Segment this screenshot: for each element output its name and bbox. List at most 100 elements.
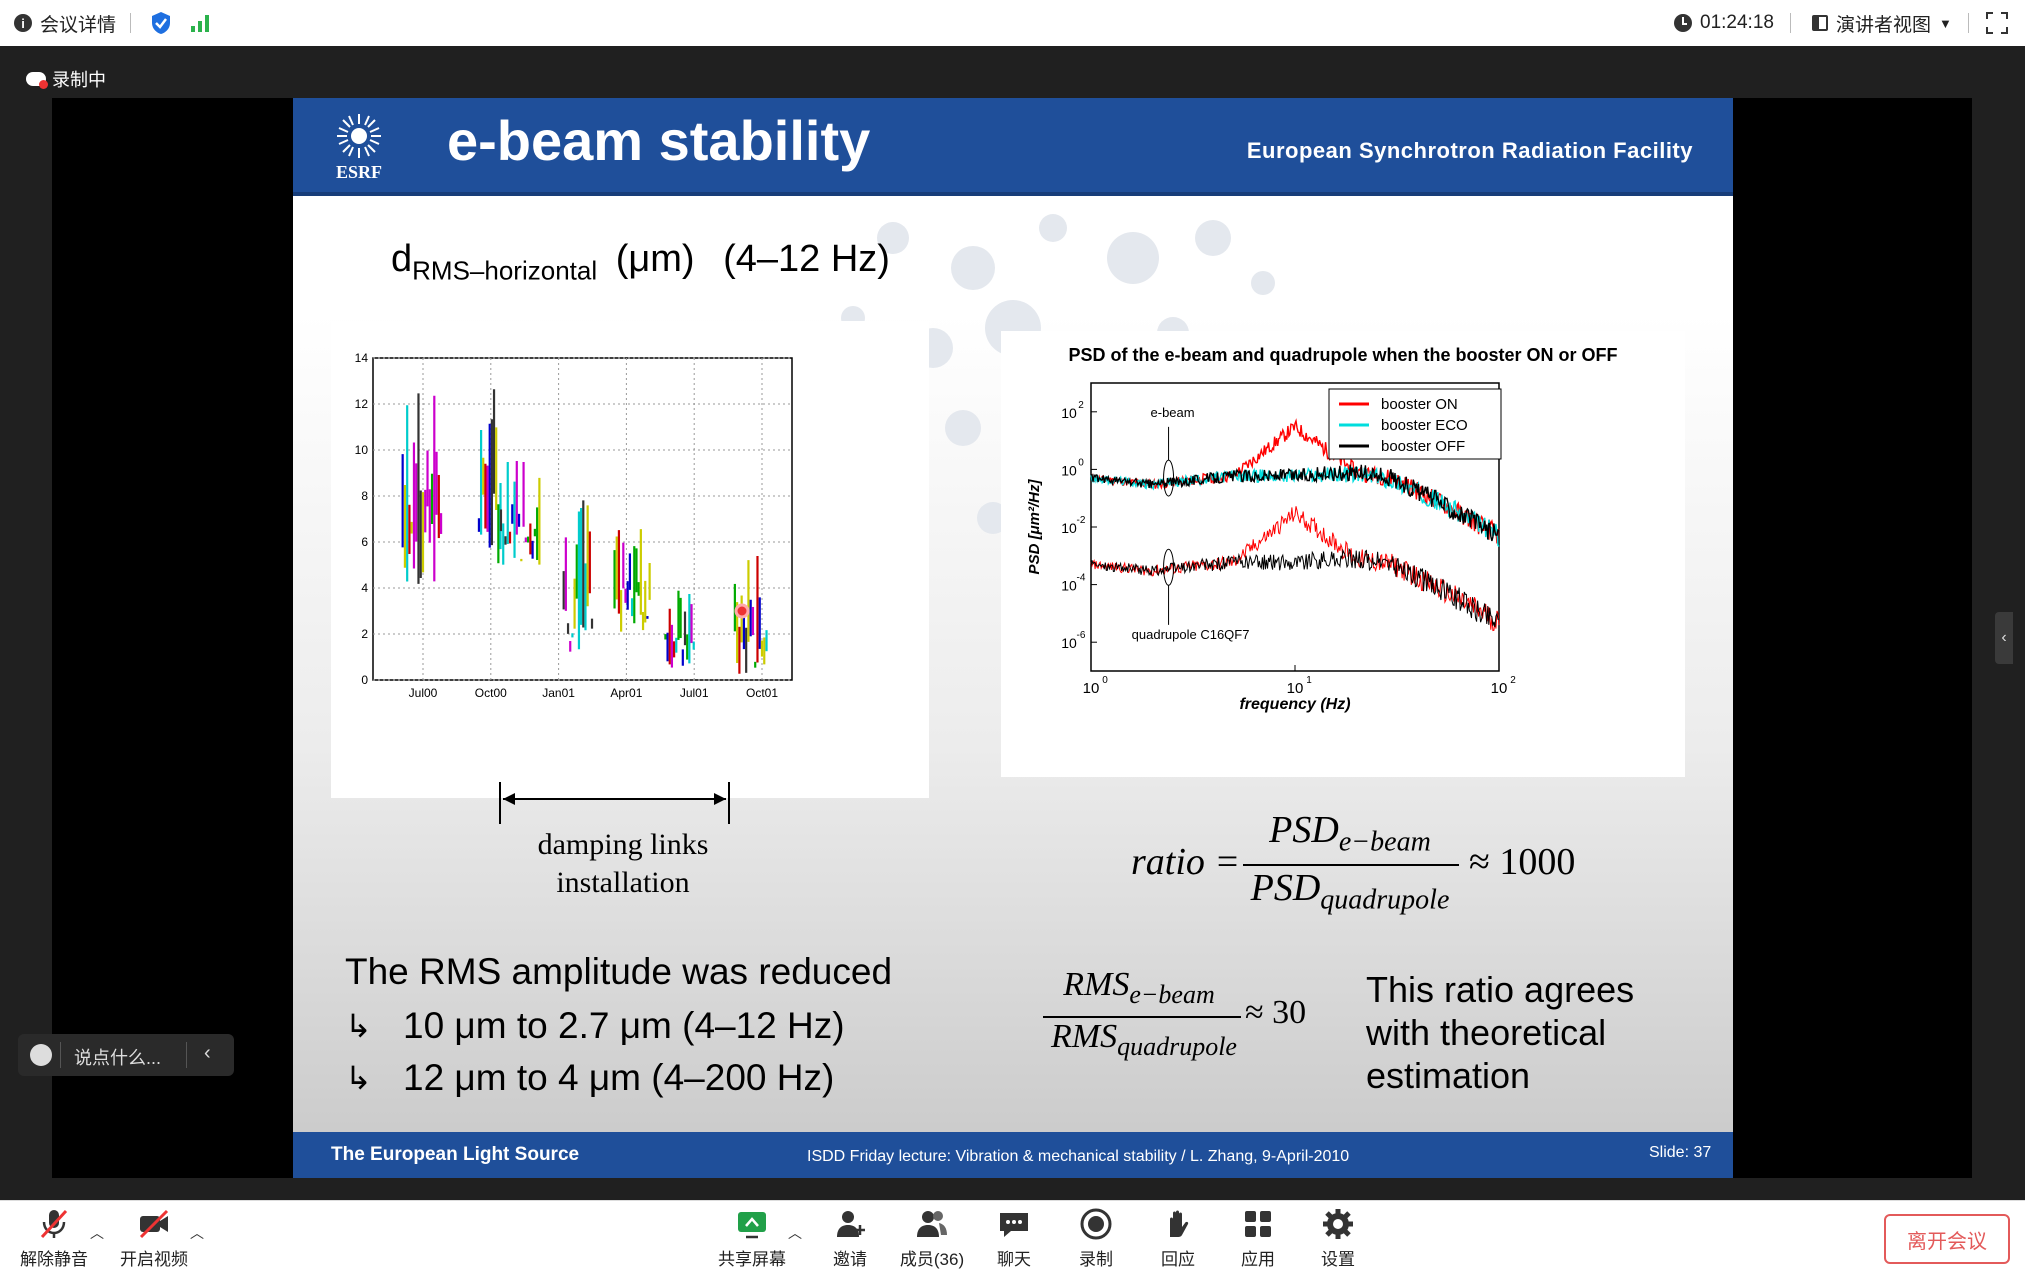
start-video-button[interactable]: 开启视频: [114, 1207, 194, 1270]
timer-text: 01:24:18: [1700, 12, 1774, 33]
record-label: 录制: [1079, 1250, 1113, 1269]
members-label: 成员(36): [899, 1250, 965, 1269]
fraction-bar: [1043, 1016, 1241, 1018]
ratio-lhs: ratio =: [1131, 841, 1241, 883]
members-button[interactable]: 成员(36): [892, 1207, 972, 1270]
footer-left: The European Light Source: [331, 1144, 580, 1165]
add-user-icon: [837, 1211, 865, 1237]
side-panel-toggle[interactable]: ‹: [1995, 612, 2013, 664]
x-tick-exponent: 2: [1510, 675, 1516, 686]
collapse-left-icon[interactable]: ‹: [204, 1042, 211, 1064]
chat-icon: [1000, 1213, 1028, 1237]
signal-icon[interactable]: [190, 0, 212, 46]
meeting-details-button[interactable]: i 会议详情: [14, 0, 116, 46]
fullscreen-icon[interactable]: [1986, 0, 2008, 46]
layout-icon: [1812, 15, 1828, 31]
leave-meeting-button[interactable]: 离开会议: [1884, 1214, 2010, 1264]
legend-label: booster ON: [1381, 396, 1458, 413]
logo-text: ESRF: [336, 162, 382, 182]
y-tick-label: 4: [361, 581, 368, 595]
divider: [1968, 0, 1969, 46]
camera-off-icon: [139, 1209, 169, 1239]
presentation-slide: ESRF e-beam stability European Synchrotr…: [293, 98, 1733, 1178]
slide-org-name: European Synchrotron Radiation Facility: [1246, 138, 1693, 163]
heading-d: d: [391, 238, 413, 280]
rms-summary-line: The RMS amplitude was reduced: [345, 951, 893, 992]
gear-icon: [1323, 1209, 1353, 1239]
emoji-icon[interactable]: [30, 1044, 52, 1066]
divider: [186, 1042, 187, 1068]
mic-muted-icon: [40, 1209, 68, 1239]
x-tick-label: 10: [1287, 680, 1304, 697]
damping-label: damping links installation: [483, 826, 763, 902]
clock-icon: [1674, 14, 1692, 32]
x-tick-label: Oct01: [746, 686, 778, 700]
rms-den-text: RMS: [1051, 1018, 1118, 1055]
x-tick-label: Jan01: [542, 686, 575, 700]
invite-button[interactable]: 邀请: [810, 1207, 890, 1270]
chat-button[interactable]: 聊天: [974, 1207, 1054, 1270]
right-chart-panel: PSD of the e-beam and quadrupole when th…: [1001, 331, 1685, 777]
slide-header: ESRF e-beam stability European Synchrotr…: [293, 98, 1733, 196]
esrf-logo: ESRF: [336, 114, 382, 182]
rms-history-chart: Jul00 Oct00 Jan01 Apr01 Jul01 Oct01 0 2 4 6 8 10 12 1…: [355, 351, 793, 700]
footer-mid: ISDD Friday lecture: Vibration & mechani…: [807, 1148, 1350, 1165]
unmute-button[interactable]: 解除静音: [14, 1207, 94, 1270]
chat-quick-input[interactable]: 说点什么... ‹: [18, 1034, 234, 1076]
y-tick-label: 8: [361, 489, 368, 503]
y-tick-label: 14: [355, 351, 369, 365]
rms-item-1: ↳ 10 μm to 2.7 μm (4–12 Hz): [345, 1000, 892, 1052]
left-chart-panel: Jul00 Oct00 Jan01 Apr01 Jul01 Oct01 0 2 4 6 8 10 12 1…: [331, 321, 929, 798]
chat-placeholder: 说点什么...: [74, 1048, 162, 1068]
view-mode-dropdown[interactable]: 演讲者视图 ▼: [1812, 0, 1952, 46]
y-tick-label: 10: [1061, 635, 1077, 651]
recording-badge: 录制中: [26, 66, 106, 92]
shield-icon[interactable]: [150, 0, 172, 46]
ratio-num-text: PSD: [1269, 809, 1339, 851]
left-chart-heading: dRMS–horizontal (μm) (4–12 Hz): [391, 238, 890, 287]
view-mode-label: 演讲者视图: [1836, 14, 1932, 36]
heading-sub: RMS–horizontal: [412, 255, 598, 286]
fraction-bar: [1243, 864, 1459, 866]
slide-title: e-beam stability: [447, 109, 871, 172]
ratio-den-text: PSD: [1250, 867, 1321, 909]
rms-num-sub: e−beam: [1129, 979, 1215, 1009]
pointer-marker: [734, 603, 750, 619]
record-icon: [1080, 1208, 1112, 1240]
arrow-bullet-icon: ↳: [345, 1008, 372, 1044]
apps-label: 应用: [1241, 1250, 1275, 1269]
react-label: 回应: [1161, 1250, 1195, 1269]
x-axis-label: frequency (Hz): [1239, 696, 1350, 713]
settings-button[interactable]: 设置: [1298, 1207, 1378, 1270]
damping-bracket: [499, 782, 730, 824]
ratio-denominator: PSDquadrupole: [1241, 866, 1459, 917]
react-button[interactable]: 回应: [1138, 1207, 1218, 1270]
chevron-up-icon[interactable]: ︿: [190, 1225, 204, 1241]
ratio-approx: ≈ 1000: [1469, 841, 1576, 883]
record-button[interactable]: 录制: [1056, 1207, 1136, 1270]
quadrupole-series-line: [1090, 547, 1500, 627]
x-tick-label: 10: [1491, 680, 1508, 697]
y-tick-exponent: 2: [1078, 400, 1084, 411]
psd-chart: PSD of the e-beam and quadrupole when th…: [1026, 345, 1618, 713]
chat-label: 聊天: [997, 1250, 1031, 1269]
damping-label-line-2: installation: [556, 866, 690, 899]
rms-item-2-text: 12 μm to 4 μm (4–200 Hz): [403, 1057, 835, 1098]
rms-numerator: RMSe−beam: [1039, 966, 1239, 1010]
x-tick-label: Apr01: [610, 686, 642, 700]
y-axis-label: PSD [μm²/Hz]: [1026, 479, 1043, 575]
chevron-up-icon[interactable]: ︿: [788, 1225, 802, 1241]
chevron-up-icon[interactable]: ︿: [90, 1225, 104, 1241]
apps-button[interactable]: 应用: [1218, 1207, 1298, 1270]
x-tick-label: Jul00: [409, 686, 438, 700]
agree-line-2: with theoretical: [1366, 1012, 1607, 1053]
y-tick-label: 2: [361, 627, 368, 641]
y-tick-exponent: 0: [1078, 457, 1084, 468]
share-screen-button[interactable]: 共享屏幕: [712, 1207, 792, 1270]
slide-footer: The European Light Source ISDD Friday le…: [293, 1132, 1733, 1178]
rms-num-text: RMS: [1063, 966, 1130, 1003]
agree-text: This ratio agrees with theoretical estim…: [1366, 968, 1634, 1097]
x-tick-label: 10: [1083, 680, 1100, 697]
psd-ratio-formula: ratio = PSDe−beam PSDquadrupole ≈ 1000: [1131, 808, 1631, 918]
annotation-quadrupole: quadrupole C16QF7: [1132, 627, 1250, 642]
